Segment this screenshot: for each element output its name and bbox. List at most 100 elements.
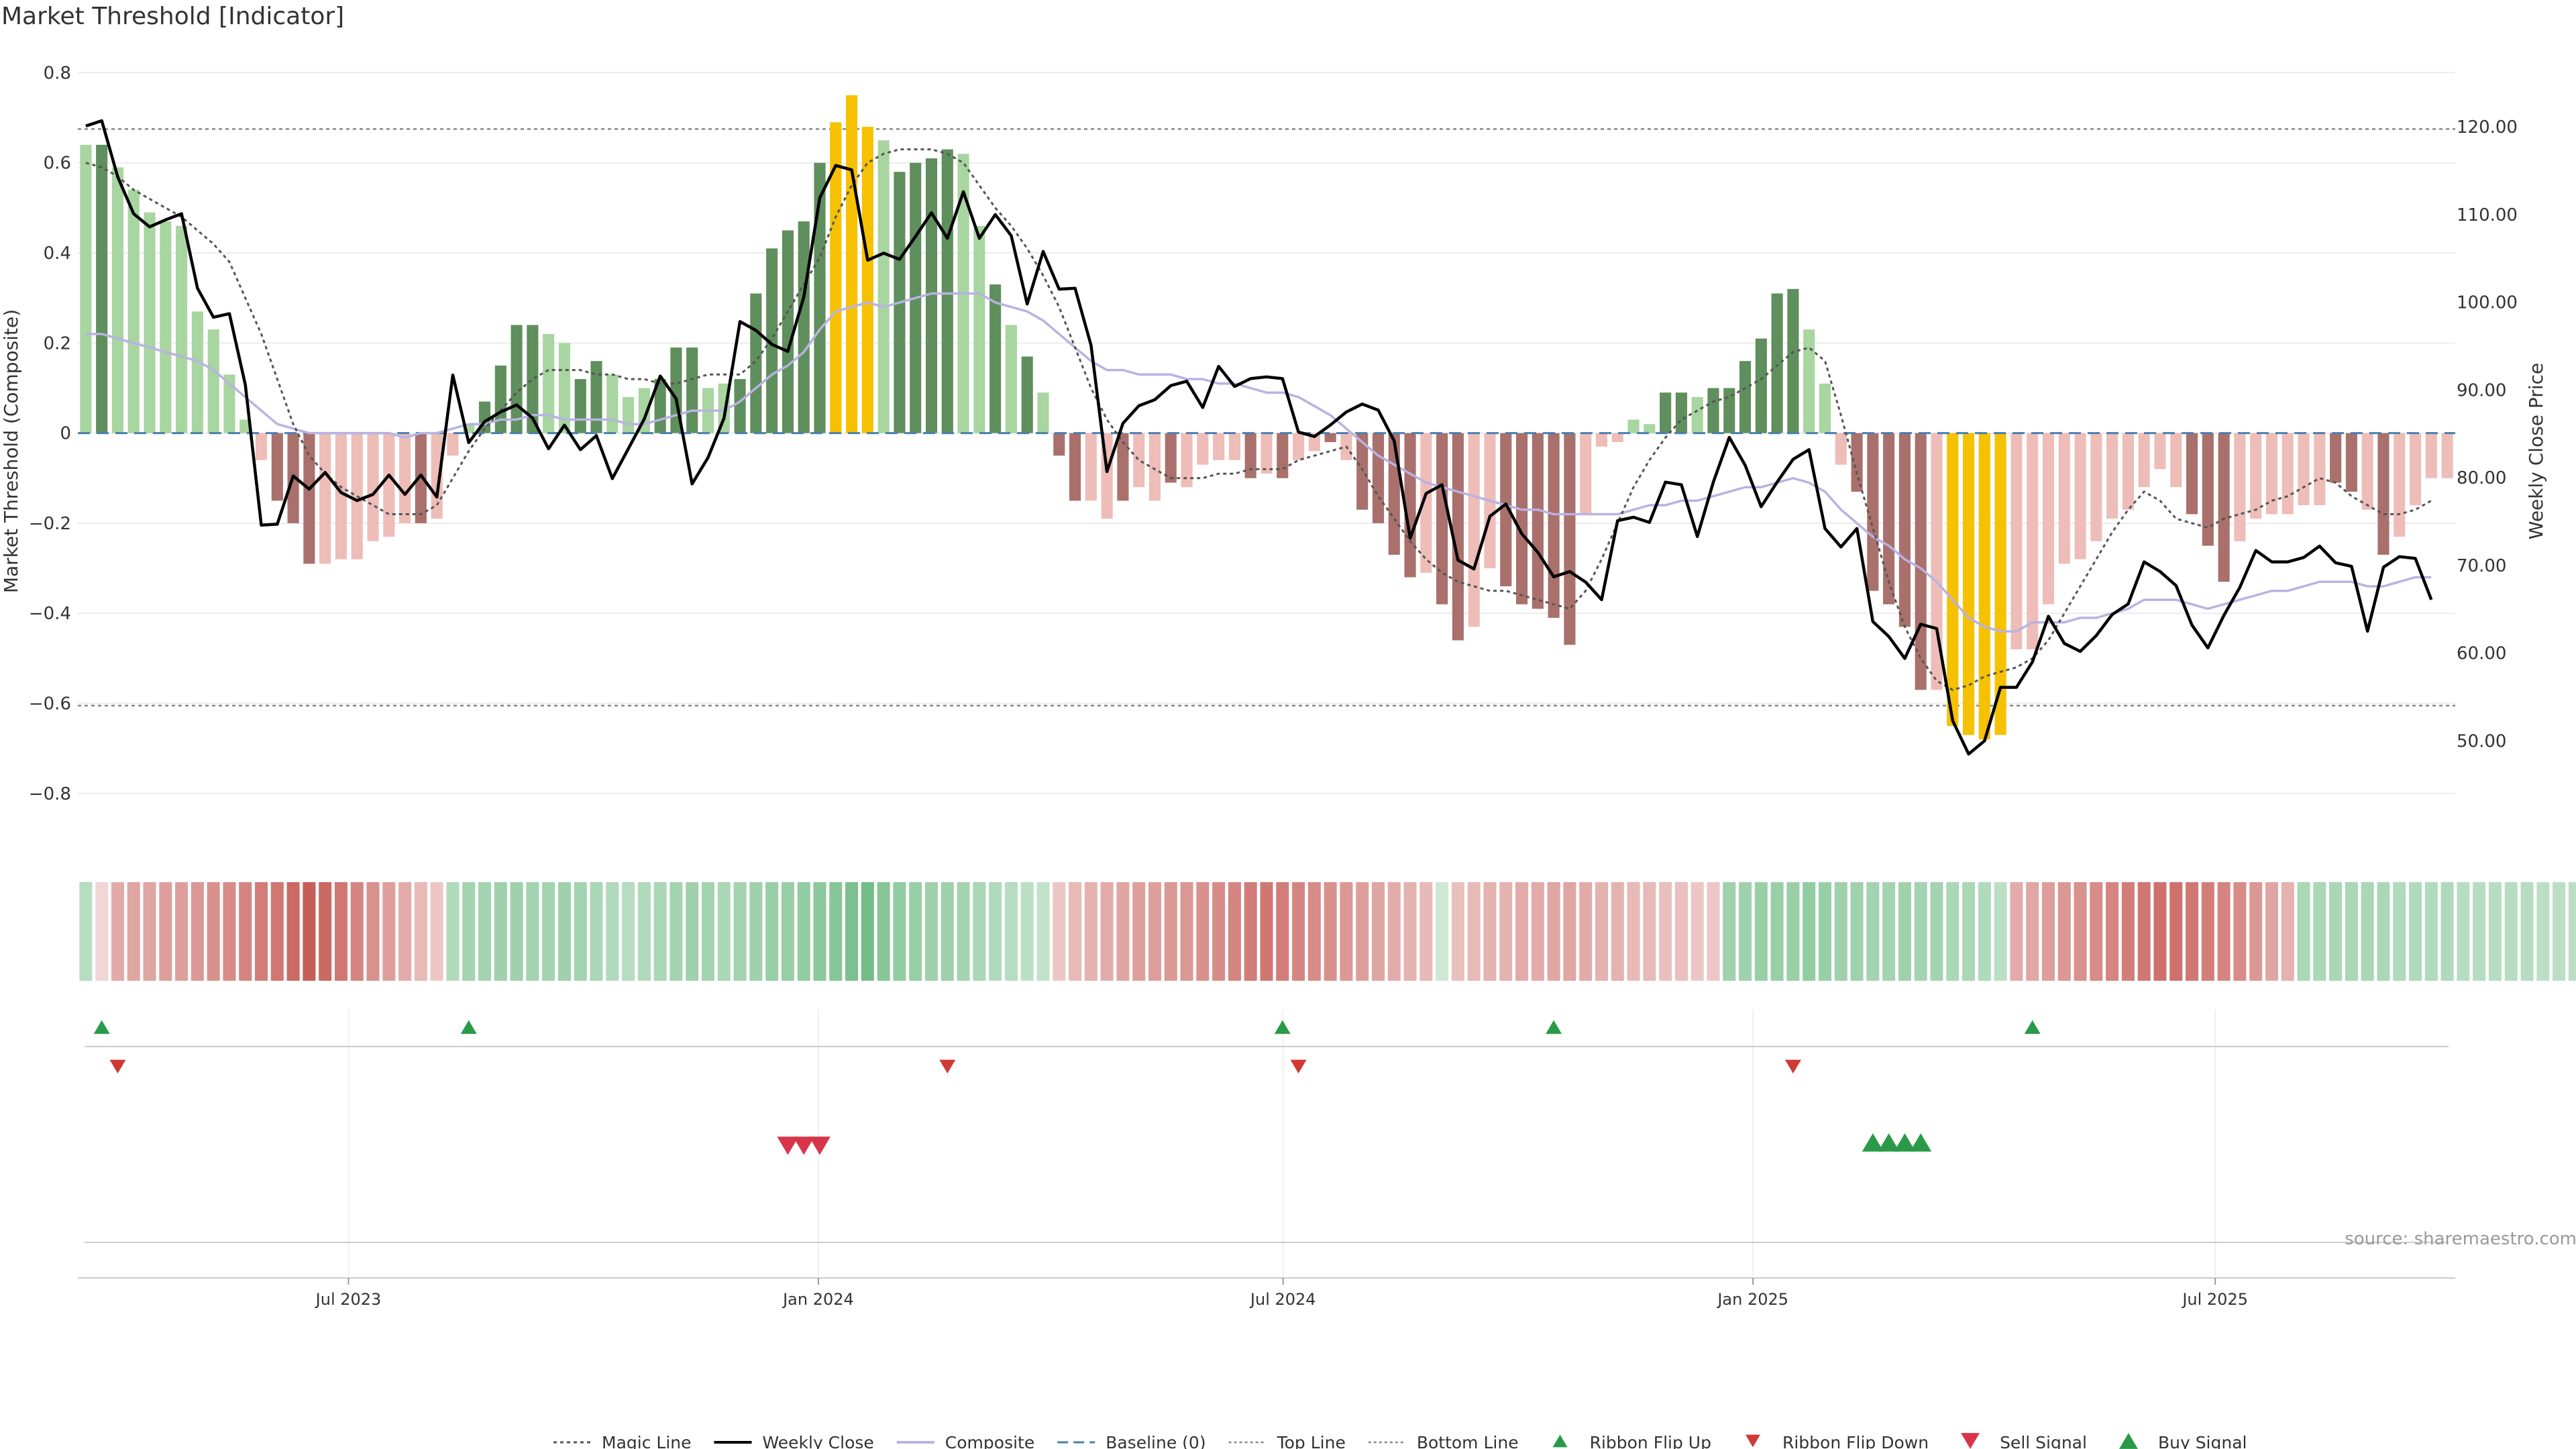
y-tick-label: −0.8	[29, 784, 71, 804]
ribbon-cell	[2457, 882, 2470, 981]
composite-bar	[1580, 433, 1592, 515]
ribbon-cell	[1036, 882, 1050, 981]
composite-bar	[96, 144, 108, 433]
legend-buy-swatch	[2118, 1433, 2138, 1449]
ribbon-cell	[1228, 882, 1241, 981]
ribbon-cell	[2345, 882, 2358, 981]
y-tick-label: 0.6	[44, 154, 71, 174]
composite-bar	[1787, 288, 1799, 433]
ribbon-cell	[924, 882, 938, 981]
ribbon-cell	[2377, 882, 2390, 981]
y2-tick-label: 70.00	[2457, 556, 2506, 576]
composite-bar	[494, 365, 506, 433]
composite-bar	[2122, 433, 2134, 510]
composite-bar	[2170, 433, 2182, 488]
ribbon-cell	[2361, 882, 2374, 981]
legend-label: Ribbon Flip Up	[1590, 1433, 1711, 1449]
ribbon-cell	[1563, 882, 1576, 981]
composite-bar	[2409, 433, 2422, 506]
ribbon-cell	[909, 882, 922, 981]
composite-bar	[1005, 325, 1017, 433]
composite-bar	[941, 149, 953, 433]
ribbon-cell	[366, 882, 380, 981]
ribbon-cell	[829, 882, 843, 981]
legend-label: Weekly Close	[763, 1433, 874, 1449]
composite-bar	[782, 230, 794, 433]
composite-bar	[1755, 338, 1767, 433]
composite-bar	[1835, 433, 1847, 465]
composite-bar	[2425, 433, 2437, 478]
y2-axis-label: Weekly Close Price	[2525, 363, 2547, 539]
legend-flip-down-swatch	[1745, 1434, 1760, 1448]
y2-tick-label: 50.00	[2457, 731, 2506, 751]
ribbon-cell	[590, 882, 603, 981]
composite-bar	[2265, 433, 2278, 515]
composite-bar	[1133, 433, 1145, 488]
ribbon-cell	[1595, 882, 1609, 981]
ribbon-flip-down-marker	[1784, 1059, 1801, 1074]
ribbon-cell	[2249, 882, 2263, 981]
ribbon-cell	[1707, 882, 1720, 981]
legend-label: Magic Line	[602, 1433, 692, 1449]
composite-bar	[2441, 433, 2453, 478]
composite-bar	[1213, 433, 1225, 460]
y-axis-label: Market Threshold (Composite)	[0, 309, 22, 593]
buy-signal-marker	[1862, 1133, 1884, 1152]
composite-bar	[2282, 433, 2294, 515]
legend-label: Buy Signal	[2158, 1433, 2247, 1449]
ribbon-cell	[1116, 882, 1130, 981]
ribbon-cell	[813, 882, 826, 981]
y-tick-label: 0.2	[44, 333, 71, 354]
ribbon-cell	[223, 882, 236, 981]
ribbon-cell	[1978, 882, 1991, 981]
composite-bar	[176, 225, 188, 433]
composite-bar	[255, 433, 268, 460]
composite-bar	[1165, 433, 1177, 483]
ribbon-cell	[2137, 882, 2151, 981]
buy-signal-marker	[1894, 1133, 1916, 1152]
x-tick-label: Jan 2024	[782, 1290, 854, 1309]
ribbon-cell	[1515, 882, 1529, 981]
ribbon-cell	[2313, 882, 2326, 981]
composite-bar	[1548, 433, 1560, 618]
ribbon-cell	[893, 882, 906, 981]
ribbon-cell	[606, 882, 619, 981]
buy-signal-marker	[1878, 1133, 1900, 1152]
composite-bar	[1883, 433, 1895, 604]
ribbon-cell	[1451, 882, 1464, 981]
composite-bar	[686, 347, 698, 433]
ribbon-cell	[1371, 882, 1385, 981]
x-tick-label: Jul 2023	[315, 1290, 382, 1309]
legend-label: Ribbon Flip Down	[1782, 1433, 1929, 1449]
ribbon-cell	[1276, 882, 1289, 981]
composite-bar	[271, 433, 283, 501]
ribbon-cell	[1547, 882, 1560, 981]
legend-label: Top Line	[1277, 1433, 1346, 1449]
composite-bar	[2202, 433, 2214, 546]
ribbon-cell	[2153, 882, 2167, 981]
composite-bar	[1739, 361, 1752, 433]
ribbon-cell	[2297, 882, 2310, 981]
composite-bar	[2330, 433, 2342, 483]
ribbon-cell	[255, 882, 268, 981]
ribbon-cell	[2041, 882, 2055, 981]
y2-tick-label: 90.00	[2457, 380, 2506, 400]
ribbon-cell	[1611, 882, 1624, 981]
ribbon-cell	[1818, 882, 1831, 981]
composite-bar	[606, 374, 619, 433]
ribbon-cell	[1531, 882, 1544, 981]
composite-bar	[1723, 388, 1735, 433]
ribbon-cell	[781, 882, 794, 981]
legend-label: Sell Signal	[2000, 1433, 2087, 1449]
y2-tick-label: 120.00	[2457, 117, 2518, 138]
ribbon-cell	[1739, 882, 1752, 981]
composite-bar	[590, 361, 602, 433]
ribbon-cell	[1627, 882, 1640, 981]
composite-bar	[2250, 433, 2262, 519]
ribbon-cell	[239, 882, 252, 981]
composite-bar	[1675, 392, 1687, 433]
ribbon-cell	[2233, 882, 2247, 981]
composite-bar	[2090, 433, 2102, 541]
composite-bar	[558, 343, 571, 433]
composite-bar	[2106, 433, 2118, 519]
